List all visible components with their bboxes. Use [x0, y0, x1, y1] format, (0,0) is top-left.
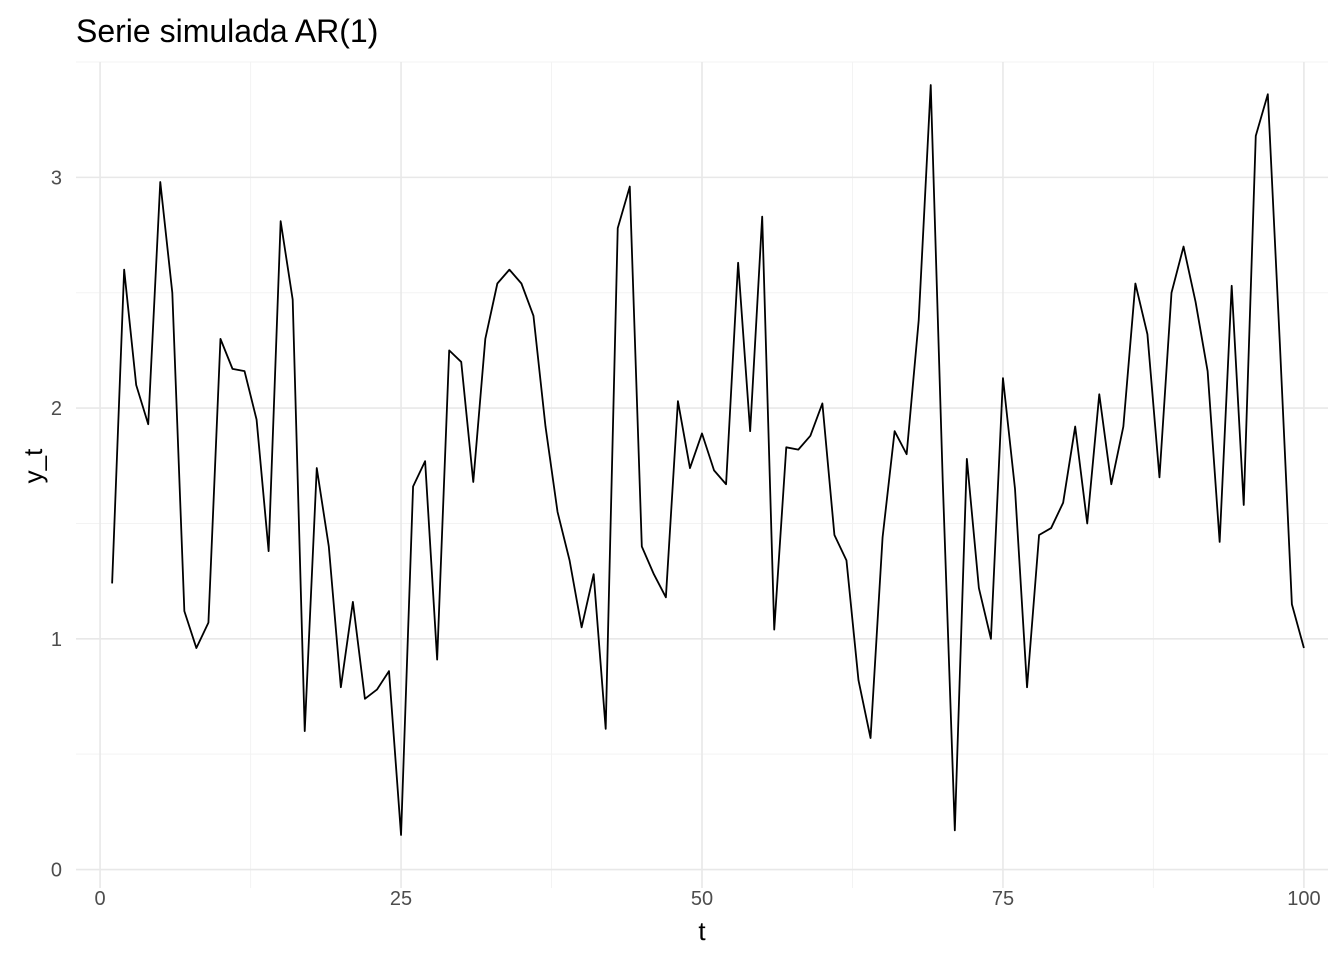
- y-tick-label: 2: [51, 398, 62, 420]
- x-tick-label: 50: [691, 888, 713, 910]
- x-tick-label: 100: [1287, 888, 1320, 910]
- x-tick-label: 75: [992, 888, 1014, 910]
- chart-title: Serie simulada AR(1): [76, 13, 378, 49]
- y-axis-title: y_t: [18, 448, 48, 483]
- x-axis-ticks: 0 25 50 75 100: [95, 888, 1321, 910]
- series-layer: [111, 84, 1305, 836]
- series-line: [111, 84, 1305, 836]
- y-tick-label: 0: [51, 860, 62, 882]
- x-tick-label: 25: [390, 888, 412, 910]
- x-axis-title: t: [698, 916, 706, 946]
- x-tick-label: 0: [95, 888, 106, 910]
- y-tick-label: 3: [51, 167, 62, 189]
- y-axis-ticks: 0 1 2 3: [51, 167, 62, 881]
- major-gridlines: [76, 62, 1328, 888]
- y-tick-label: 1: [51, 629, 62, 651]
